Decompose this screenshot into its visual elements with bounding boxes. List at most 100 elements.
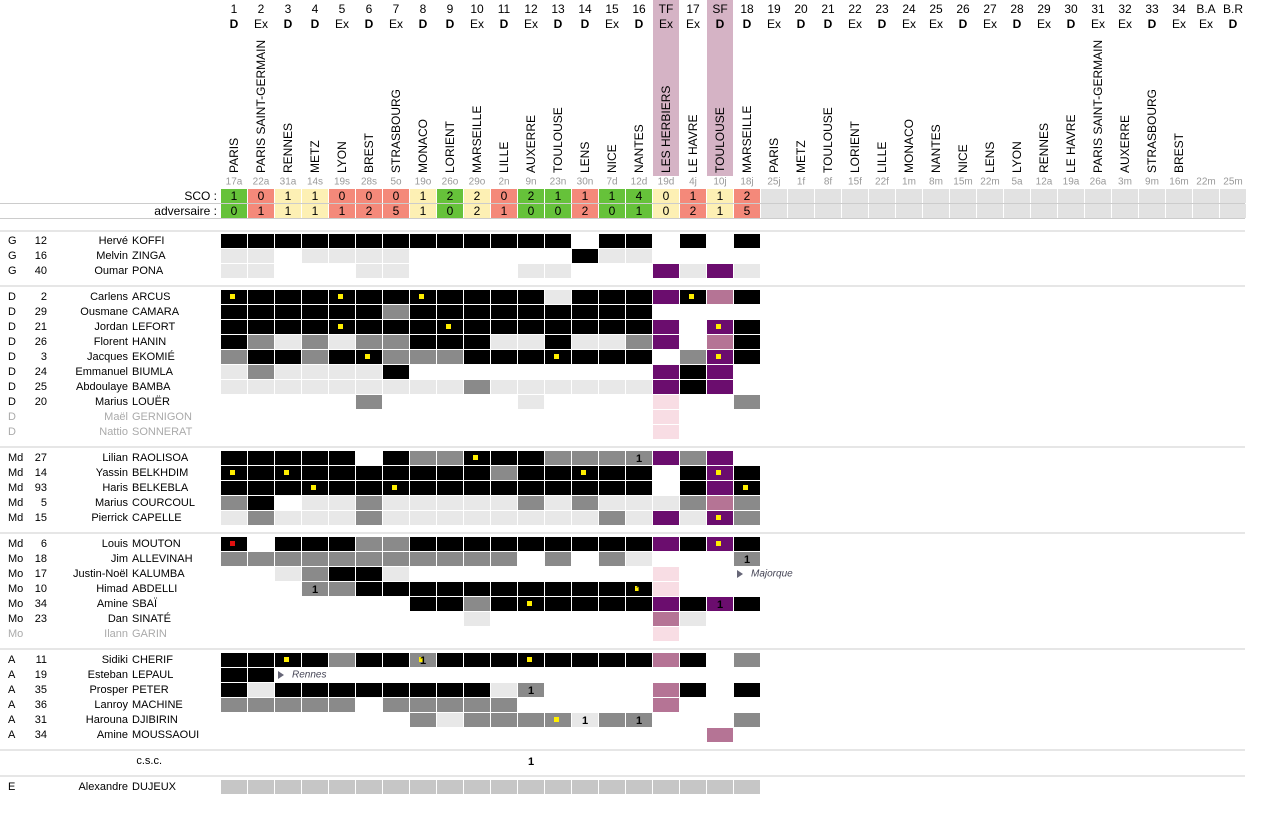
cell	[356, 466, 382, 480]
goals: 1	[447, 685, 453, 697]
score-cell	[626, 189, 652, 203]
cell	[464, 234, 490, 248]
sco-score: 4	[636, 189, 643, 203]
score-cell	[518, 189, 544, 203]
match-date: 17a	[226, 177, 243, 188]
cell	[248, 320, 274, 334]
cell	[356, 582, 382, 596]
cell	[572, 713, 598, 727]
match-number: 18	[740, 2, 754, 16]
venue: D	[716, 17, 725, 31]
last-name: DJIBIRIN	[132, 714, 178, 726]
cell	[221, 249, 247, 263]
goals: 1	[285, 685, 291, 697]
card	[419, 657, 424, 662]
goals: 1	[582, 715, 588, 727]
goals: 1	[636, 715, 642, 727]
cell	[491, 290, 517, 304]
cell	[356, 365, 382, 379]
cell	[545, 496, 571, 510]
opponent: NICE	[956, 144, 970, 173]
cell	[275, 537, 301, 551]
cell	[572, 451, 598, 465]
cell	[518, 496, 544, 510]
cell	[653, 511, 679, 525]
opp-score: 1	[420, 204, 427, 218]
last-name: GARIN	[132, 628, 167, 640]
sco-score: 0	[393, 189, 400, 203]
cell	[248, 683, 274, 697]
last-name: CAPELLE	[132, 512, 182, 524]
cell	[734, 653, 760, 667]
cell	[491, 582, 517, 596]
cell	[437, 451, 463, 465]
cell	[248, 511, 274, 525]
cell	[572, 582, 598, 596]
card	[473, 455, 478, 460]
score-cell	[599, 204, 625, 218]
goals: 1	[474, 307, 480, 319]
opp-score: 1	[501, 204, 508, 218]
cell	[680, 653, 706, 667]
position: Mo	[8, 568, 23, 580]
cell	[653, 627, 679, 641]
opponent: PARIS SAINT-GERMAIN	[1091, 40, 1105, 173]
shirt-number: 5	[41, 497, 47, 509]
shirt-number: 17	[35, 568, 47, 580]
cell	[599, 335, 625, 349]
cell	[302, 290, 328, 304]
venue: D	[581, 17, 590, 31]
cell	[275, 305, 301, 319]
cell	[464, 380, 490, 394]
cell	[572, 290, 598, 304]
score-cell	[410, 189, 436, 203]
cell	[464, 683, 490, 697]
card	[392, 485, 397, 490]
card	[230, 470, 235, 475]
opponent: PARIS SAINT-GERMAIN	[254, 40, 268, 173]
first-name: Dan	[108, 613, 128, 625]
cell	[437, 597, 463, 611]
cell	[302, 451, 328, 465]
first-name: Abdoulaye	[76, 381, 128, 393]
score-cell	[1220, 204, 1246, 218]
score-cell	[1004, 204, 1030, 218]
cell	[491, 780, 517, 794]
cell	[329, 481, 355, 495]
venue: D	[1067, 17, 1076, 31]
cell	[464, 537, 490, 551]
cell	[437, 466, 463, 480]
match-date: 7d	[606, 177, 617, 188]
position: D	[8, 321, 16, 333]
cell	[734, 713, 760, 727]
match-date: 5a	[1011, 177, 1023, 188]
cell	[653, 683, 679, 697]
cell	[545, 305, 571, 319]
first-name: Ousmane	[80, 306, 128, 318]
opp-score: 1	[285, 204, 292, 218]
match-date: 12a	[1036, 177, 1053, 188]
match-date: 29o	[469, 177, 486, 188]
cell	[410, 537, 436, 551]
match-date: 14s	[307, 177, 323, 188]
match-number: 6	[366, 2, 373, 16]
cell	[437, 552, 463, 566]
score-cell	[356, 204, 382, 218]
match-number: 20	[794, 2, 808, 16]
cell	[329, 582, 355, 596]
first-name: Prosper	[89, 684, 128, 696]
card	[716, 541, 721, 546]
cell	[680, 380, 706, 394]
cell	[302, 320, 328, 334]
cell	[356, 249, 382, 263]
goals: 1	[528, 685, 534, 697]
venue: Ex	[659, 17, 673, 31]
cell	[734, 683, 760, 697]
cell	[572, 780, 598, 794]
score-cell	[275, 189, 301, 203]
cell	[329, 496, 355, 510]
goals: 1	[636, 655, 642, 667]
score-cell	[1193, 204, 1219, 218]
position: D	[8, 426, 16, 438]
cell	[491, 305, 517, 319]
